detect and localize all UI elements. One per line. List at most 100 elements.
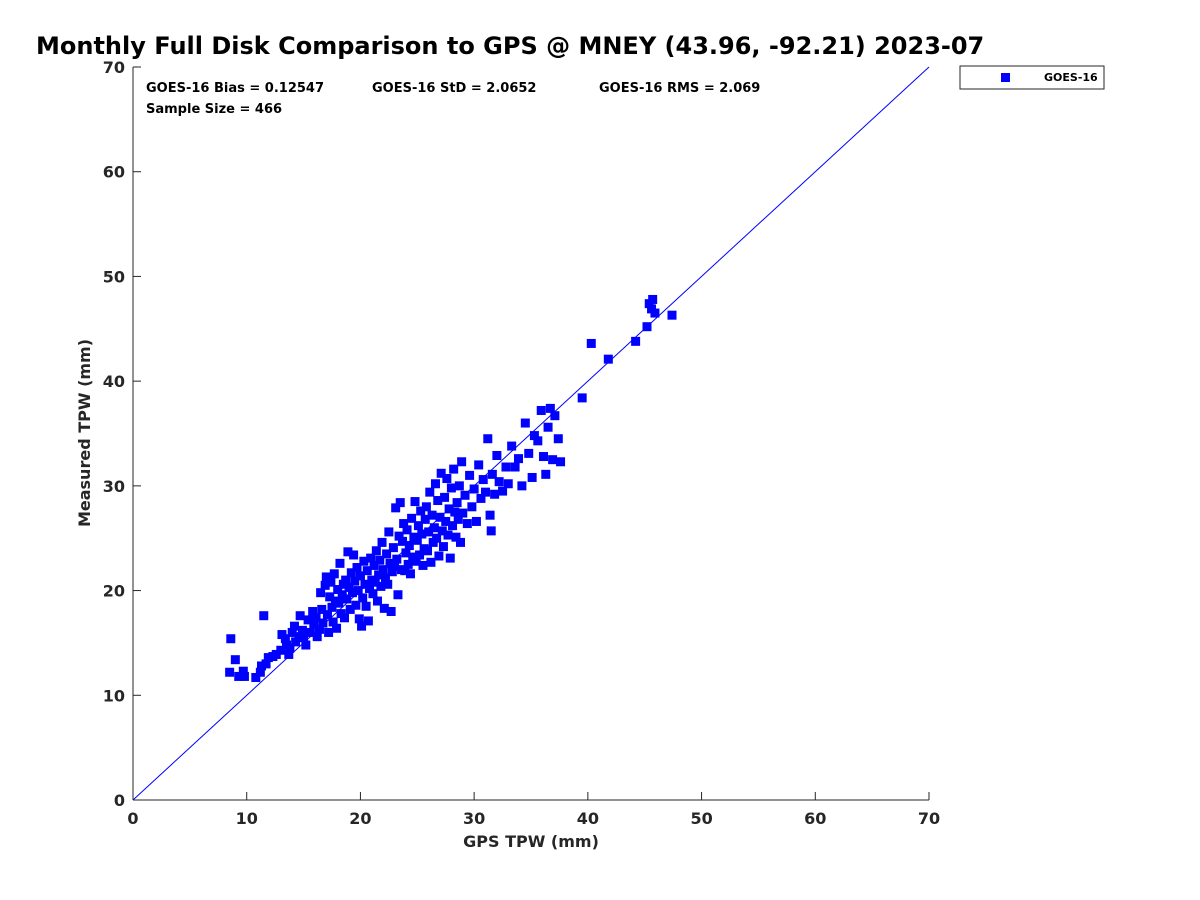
data-point [327,602,337,612]
chart-title: Monthly Full Disk Comparison to GPS @ MN… [36,32,984,60]
data-point [517,481,527,491]
data-point [476,493,486,503]
data-point [467,502,477,512]
data-point [349,550,359,560]
data-point [486,526,496,536]
data-point [425,487,435,497]
data-point [280,634,290,644]
data-point [363,616,373,626]
data-point [321,572,331,582]
data-point [553,434,563,444]
data-point [305,627,315,637]
data-point [494,477,504,487]
data-point [299,633,309,643]
data-point [384,527,394,537]
data-point [401,548,411,558]
legend-marker [1001,73,1010,82]
y-tick-label: 60 [103,163,125,182]
data-point [520,418,530,428]
data-point [443,530,453,540]
data-point [437,526,447,536]
data-point [386,607,396,617]
data-point [375,555,385,565]
data-point [271,649,281,659]
x-tick-label: 70 [918,809,940,828]
data-point [434,551,444,561]
data-point [412,535,422,545]
y-tick-label: 0 [114,791,125,810]
data-point [393,590,403,600]
data-point [358,593,368,603]
data-point [501,462,511,472]
data-point [442,474,452,484]
data-point [411,556,421,566]
x-axis-ticks: 0 10 20 30 40 50 60 70 [127,792,940,828]
data-point [388,543,398,553]
data-point [379,603,389,613]
data-point [378,565,388,575]
y-tick-label: 20 [103,582,125,601]
data-point [667,310,677,320]
data-point [444,504,454,514]
bias-annotation: GOES-16 Bias = 0.12547 [146,81,324,96]
data-point [503,479,513,489]
data-point [577,393,587,403]
y-tick-label: 50 [103,267,125,286]
data-point [394,531,404,541]
x-tick-label: 50 [690,809,712,828]
data-point [370,577,380,587]
data-point [341,575,351,585]
data-point [372,596,382,606]
data-point [536,405,546,415]
data-point [295,611,305,621]
data-point [407,513,417,523]
data-point [359,556,369,566]
data-point [647,304,657,314]
data-point [343,547,353,557]
data-point [556,457,566,467]
data-point [492,450,502,460]
data-point [334,598,344,608]
data-point [451,532,461,542]
data-point [436,468,446,478]
x-tick-label: 60 [804,809,826,828]
x-tick-label: 10 [236,809,258,828]
data-point [478,475,488,485]
data-point [365,583,375,593]
data-point [289,621,299,631]
data-point [285,643,295,653]
data-point [487,469,497,479]
data-point [308,607,318,617]
data-point [450,507,460,517]
data-point [399,519,409,529]
data-point [301,640,311,650]
data-point [454,481,464,491]
data-point [347,588,357,598]
x-axis-label: GPS TPW (mm) [463,832,599,851]
data-point [471,516,481,526]
data-point [400,566,410,576]
y-axis-label: Measured TPW (mm) [75,339,94,527]
data-point [318,618,328,628]
legend: GOES-16 [959,65,1105,90]
data-point [230,655,240,665]
data-point [441,516,451,526]
data-point [366,553,376,563]
data-point [452,498,462,508]
data-point [413,521,423,531]
data-point [415,550,425,560]
data-point [335,558,345,568]
sample-size-annotation: Sample Size = 466 [146,102,282,117]
std-annotation: GOES-16 StD = 2.0652 [372,81,536,96]
data-point [462,519,472,529]
data-point [403,559,413,569]
data-point [445,553,455,563]
data-point [314,624,324,634]
plot-area: 0 10 20 30 40 50 60 70 0 10 20 30 40 50 60 70 [103,58,940,828]
data-point [226,634,236,644]
y-tick-label: 10 [103,686,125,705]
data-point [340,613,350,623]
data-point [374,570,384,580]
data-point [490,489,500,499]
data-point [351,600,361,610]
